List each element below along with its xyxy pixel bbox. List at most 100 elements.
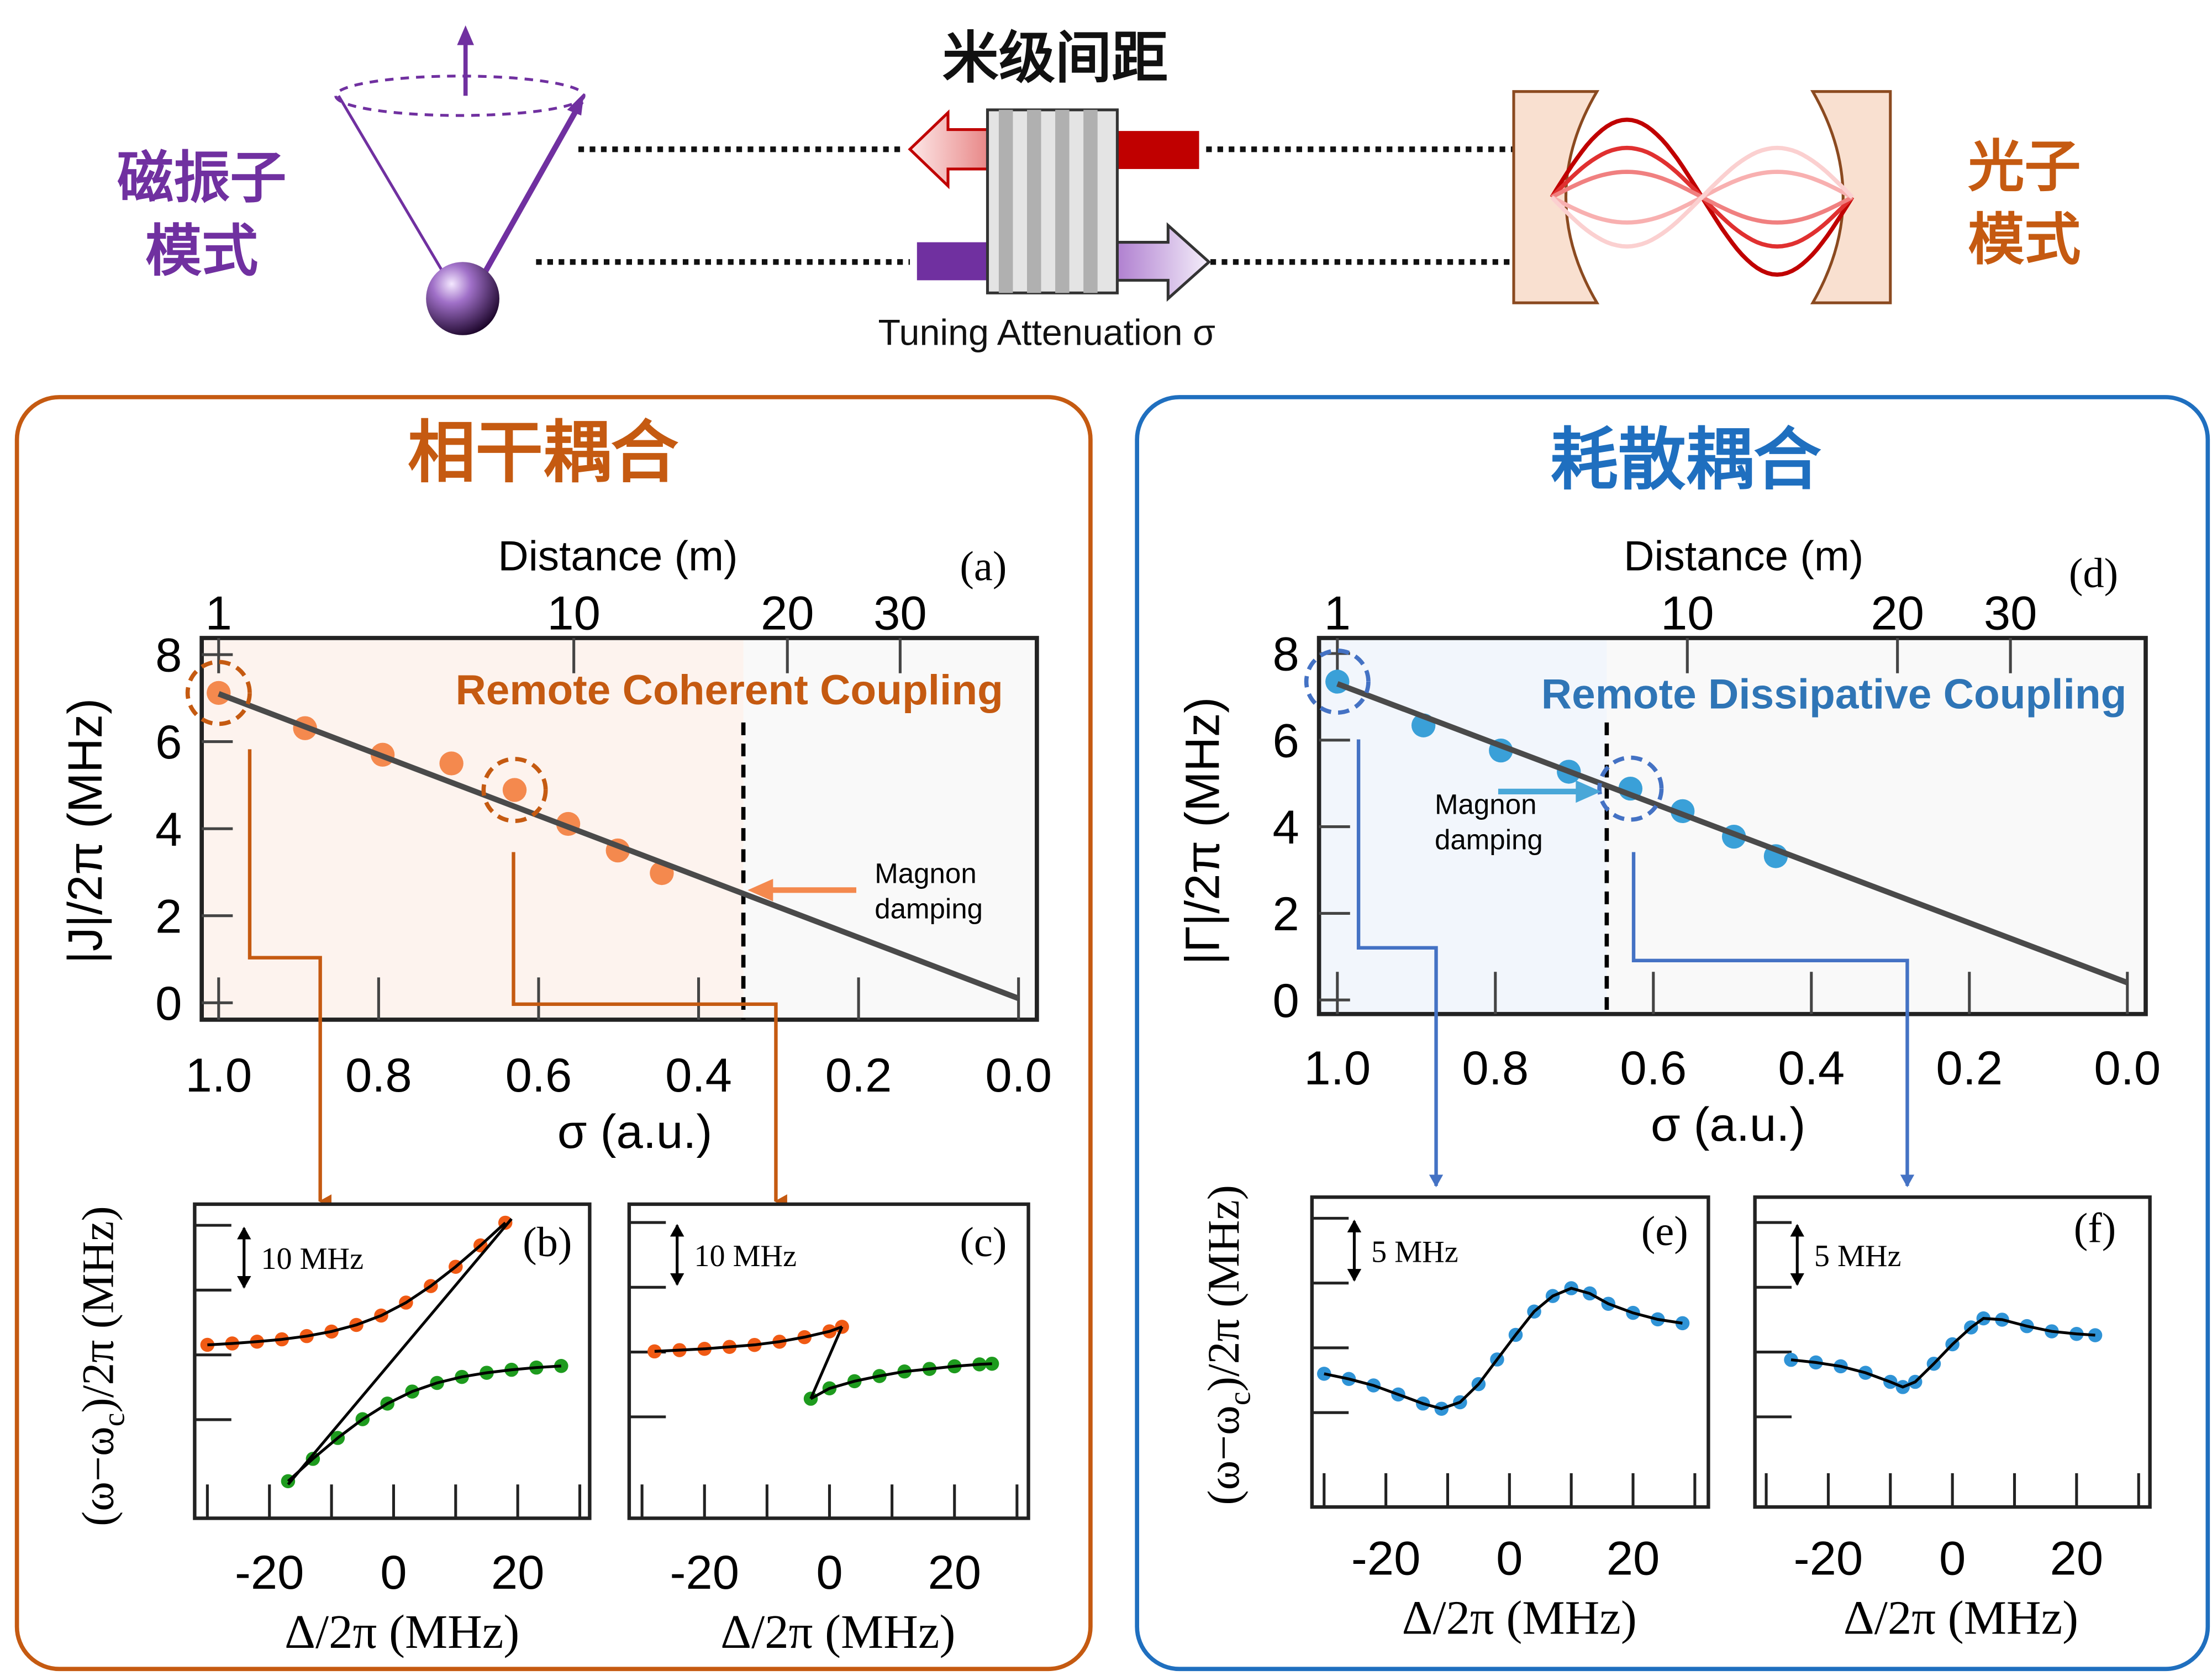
dissipative-title: 耗散耦合 (1550, 420, 1821, 499)
fit-line (287, 1218, 513, 1485)
attenuator-icon (986, 108, 1119, 294)
top-tick-label: 1 (206, 587, 232, 640)
y-axis-title: |J|/2π (MHz) (59, 698, 112, 963)
magnon-mode-label: 磁振子 (117, 145, 286, 211)
forward-arrow-icon (917, 222, 1212, 302)
dissipative-panel (1135, 395, 2210, 1672)
distance-label: 米级间距 (942, 25, 1168, 91)
x-tick-label: 0.4 (665, 1048, 732, 1102)
y-tick-label: 2 (1273, 887, 1299, 941)
highlight-circle (1597, 755, 1664, 822)
x-tick-label: 1.0 (1304, 1041, 1371, 1095)
data-point (502, 778, 527, 802)
y-tick-label: 0 (1273, 974, 1299, 1027)
x-tick-label: 0.2 (825, 1048, 892, 1102)
x-tick-label: 0.6 (1620, 1041, 1687, 1095)
x-tick-label: 0.2 (1936, 1041, 2003, 1095)
highlight-circle (481, 757, 548, 823)
chart-d: 1.0 0.8 0.6 0.4 0.2 0.0 0 2 4 6 81 10 20 30 Distance (… (1176, 533, 2161, 1188)
y-axis-title: (ω−ωc)/2π (MHz) (1198, 1185, 1257, 1505)
fit-curve (207, 1221, 507, 1347)
fit-curve (654, 1325, 843, 1353)
y-tick-label: 4 (1273, 800, 1299, 854)
coupling-annotation: Remote Dissipative Coupling (1541, 671, 2127, 718)
connector-arrow (1631, 852, 1915, 1188)
chart-c: -20 0 20 Δ/2π (MHz) 10 MHz (c) (627, 1202, 1030, 1658)
chart-e: -20 0 20 Δ/2π (MHz) (ω−ωc)/2π (MHz) 5 MHz (e) (1198, 1185, 1710, 1644)
top-tick-label: 30 (1984, 587, 2037, 640)
plot-frame (193, 1202, 592, 1520)
highlight-circle (1304, 649, 1371, 715)
y-tick-label: 6 (1273, 714, 1299, 767)
standing-wave-line (1550, 145, 1854, 249)
top-tick-label: 30 (873, 587, 927, 640)
magnon-damping-label: damping (1435, 824, 1543, 855)
top-tick-label: 10 (1661, 587, 1714, 640)
x-axis-title: Δ/2π (MHz) (720, 1605, 955, 1658)
scale-bar-label: 10 MHz (261, 1242, 364, 1276)
connector-arrow (247, 749, 332, 1209)
damping-arrow-head (747, 878, 773, 902)
damping-arrow-head (1576, 780, 1602, 803)
x-axis-title: σ (a.u.) (557, 1105, 712, 1158)
fit-curve (1790, 1317, 2095, 1389)
plot-frame (1310, 1195, 1710, 1509)
x-tick-label: 0.4 (1778, 1041, 1845, 1095)
photon-mode-label: 模式 (1968, 207, 2081, 273)
panel-label: (b) (523, 1219, 572, 1266)
scale-bar-label: 10 MHz (694, 1239, 797, 1273)
attenuator-label: Tuning Attenuation σ (878, 313, 1215, 354)
x-tick-label: 0.6 (505, 1048, 572, 1102)
magnon-damping-label: damping (875, 893, 983, 924)
x-tick-label: 20 (1607, 1531, 1660, 1585)
x-tick-label: 20 (928, 1546, 981, 1599)
x-tick-label: 0 (1496, 1531, 1523, 1585)
y-axis-title: (ω−ωc)/2π (MHz) (72, 1206, 131, 1526)
highlight-circle (185, 660, 252, 726)
y-axis-title-part: (ω−ω (72, 1426, 123, 1526)
x-tick-label: 20 (2050, 1531, 2104, 1585)
x-tick-label: 1.0 (185, 1048, 252, 1102)
plot-frame (1753, 1195, 2152, 1509)
fit-line (217, 691, 1020, 1002)
top-tick-label: 10 (547, 587, 601, 640)
panel-label: (e) (1641, 1208, 1688, 1255)
fit-line (809, 1326, 844, 1400)
coherent-title: 相干耦合 (408, 413, 679, 492)
y-tick-label: 4 (155, 803, 182, 856)
fit-curve (1324, 1287, 1683, 1410)
x-tick-label: -20 (235, 1546, 304, 1599)
x-axis-title: Δ/2π (MHz) (285, 1605, 519, 1658)
x-tick-label: 0.0 (2094, 1041, 2161, 1095)
chart-a: 1.0 0.8 0.6 0.4 0.2 0.0 0 2 4 6 81 10 20 30 Distance (… (59, 533, 1052, 1209)
top-tick-label: 20 (1871, 587, 1924, 640)
panel-label: (a) (960, 542, 1007, 589)
x-tick-label: -20 (1794, 1531, 1863, 1585)
top-tick-label: 1 (1324, 587, 1351, 640)
coupling-annotation: Remote Coherent Coupling (455, 667, 1003, 714)
x-tick-label: 0.8 (1462, 1041, 1529, 1095)
fit-line (1336, 681, 2129, 985)
magnon-damping-label: Magnon (875, 858, 977, 889)
plot-frame (627, 1202, 1030, 1520)
chart-b: -20 0 20 Δ/2π (MHz) (ω−ωc)/2π (MHz) 10 MHz (b) (72, 1202, 592, 1658)
scale-bar-label: 5 MHz (1371, 1235, 1458, 1269)
cavity-icon (1512, 90, 1892, 304)
fit-curve (287, 1364, 561, 1483)
connector-arrow (1356, 739, 1444, 1188)
y-tick-label: 8 (155, 629, 182, 682)
chart-f: -20 0 20 Δ/2π (MHz) 5 MHz (f) (1753, 1195, 2152, 1644)
schematic: 磁振子 模式 米级间距 Tuning Attenua (117, 25, 2081, 354)
backward-arrow-icon (908, 109, 1199, 189)
magnon-precession-cone-icon (334, 25, 586, 335)
data-point (554, 1359, 568, 1373)
data-point (2088, 1328, 2103, 1342)
connector-arrow (512, 852, 787, 1209)
y-axis-title-part: (ω−ω (1198, 1405, 1249, 1505)
y-axis-title: |Γ|/2π (MHz) (1176, 697, 1229, 965)
coupling-region-shade (1319, 637, 1607, 1014)
x-tick-label: 0 (380, 1546, 407, 1599)
y-axis-title-subscript: c (97, 1413, 131, 1426)
data-point (207, 681, 231, 705)
